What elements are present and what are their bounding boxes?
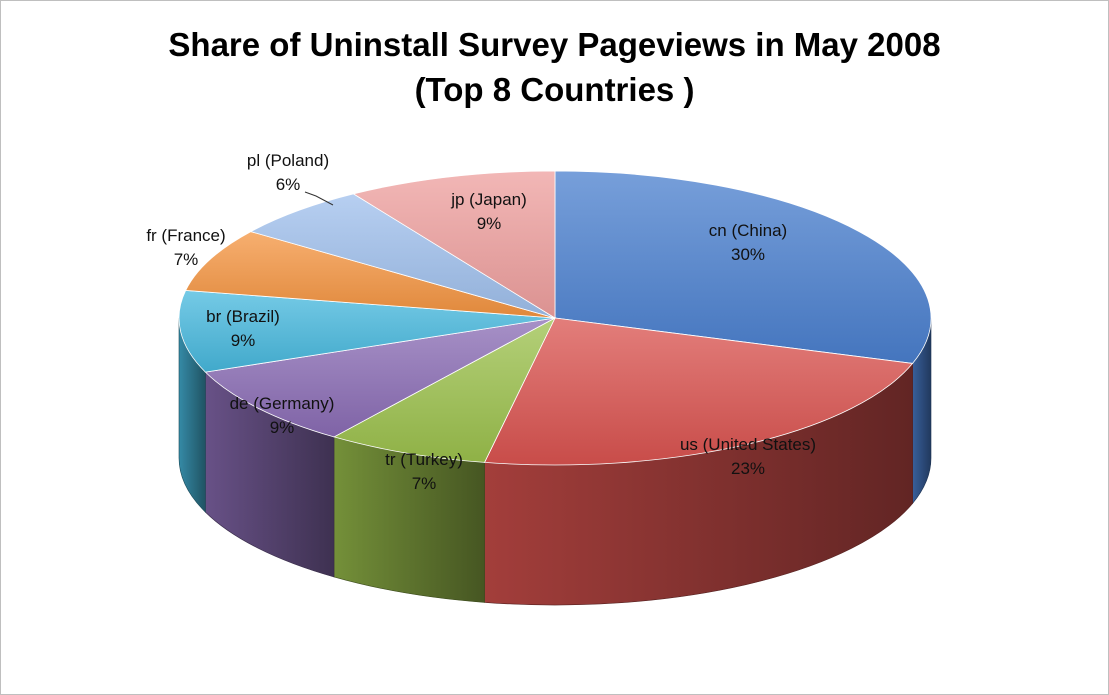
slice-label-tr-turkey: tr (Turkey) bbox=[385, 450, 463, 469]
slice-jp-japan bbox=[352, 170, 556, 319]
slice-pl-poland bbox=[249, 193, 556, 319]
slice-label-pl-poland: pl (Poland) bbox=[247, 151, 329, 170]
slice-label-cn-china: cn (China) bbox=[709, 221, 787, 240]
chart-title-line-2: (Top 8 Countries ) bbox=[414, 71, 695, 108]
slice-label-de-germany: de (Germany) bbox=[230, 394, 335, 413]
slice-labels: cn (China) 30% us (United States) 23% tr (Tu… bbox=[146, 151, 816, 493]
slice-value-jp-japan: 9% bbox=[477, 214, 502, 233]
slice-value-tr-turkey: 7% bbox=[412, 474, 437, 493]
leader-line-pl-poland bbox=[304, 191, 334, 206]
slice-cn-china bbox=[554, 170, 932, 364]
slice-value-br-brazil: 9% bbox=[231, 331, 256, 350]
slice-label-br-brazil: br (Brazil) bbox=[206, 307, 280, 326]
slice-value-de-germany: 9% bbox=[270, 418, 295, 437]
slice-fr-france bbox=[185, 231, 556, 319]
slice-de-germany bbox=[204, 317, 556, 438]
slice-label-us-united-states: us (United States) bbox=[680, 435, 816, 454]
slice-value-cn-china: 30% bbox=[731, 245, 765, 264]
chart-title: Share of Uninstall Survey Pageviews in M… bbox=[0, 22, 1109, 112]
chart-title-line-1: Share of Uninstall Survey Pageviews in M… bbox=[168, 26, 941, 63]
slice-value-pl-poland: 6% bbox=[276, 175, 301, 194]
slice-tr-turkey bbox=[332, 317, 556, 463]
slice-value-us-united-states: 23% bbox=[731, 459, 765, 478]
slice-br-brazil bbox=[178, 290, 556, 373]
slice-label-jp-japan: jp (Japan) bbox=[450, 190, 527, 209]
slice-label-fr-france: fr (France) bbox=[146, 226, 225, 245]
pie-sides bbox=[178, 317, 932, 606]
pie-top bbox=[178, 170, 932, 466]
slice-value-fr-france: 7% bbox=[174, 250, 199, 269]
slice-us-united-states bbox=[483, 317, 914, 466]
